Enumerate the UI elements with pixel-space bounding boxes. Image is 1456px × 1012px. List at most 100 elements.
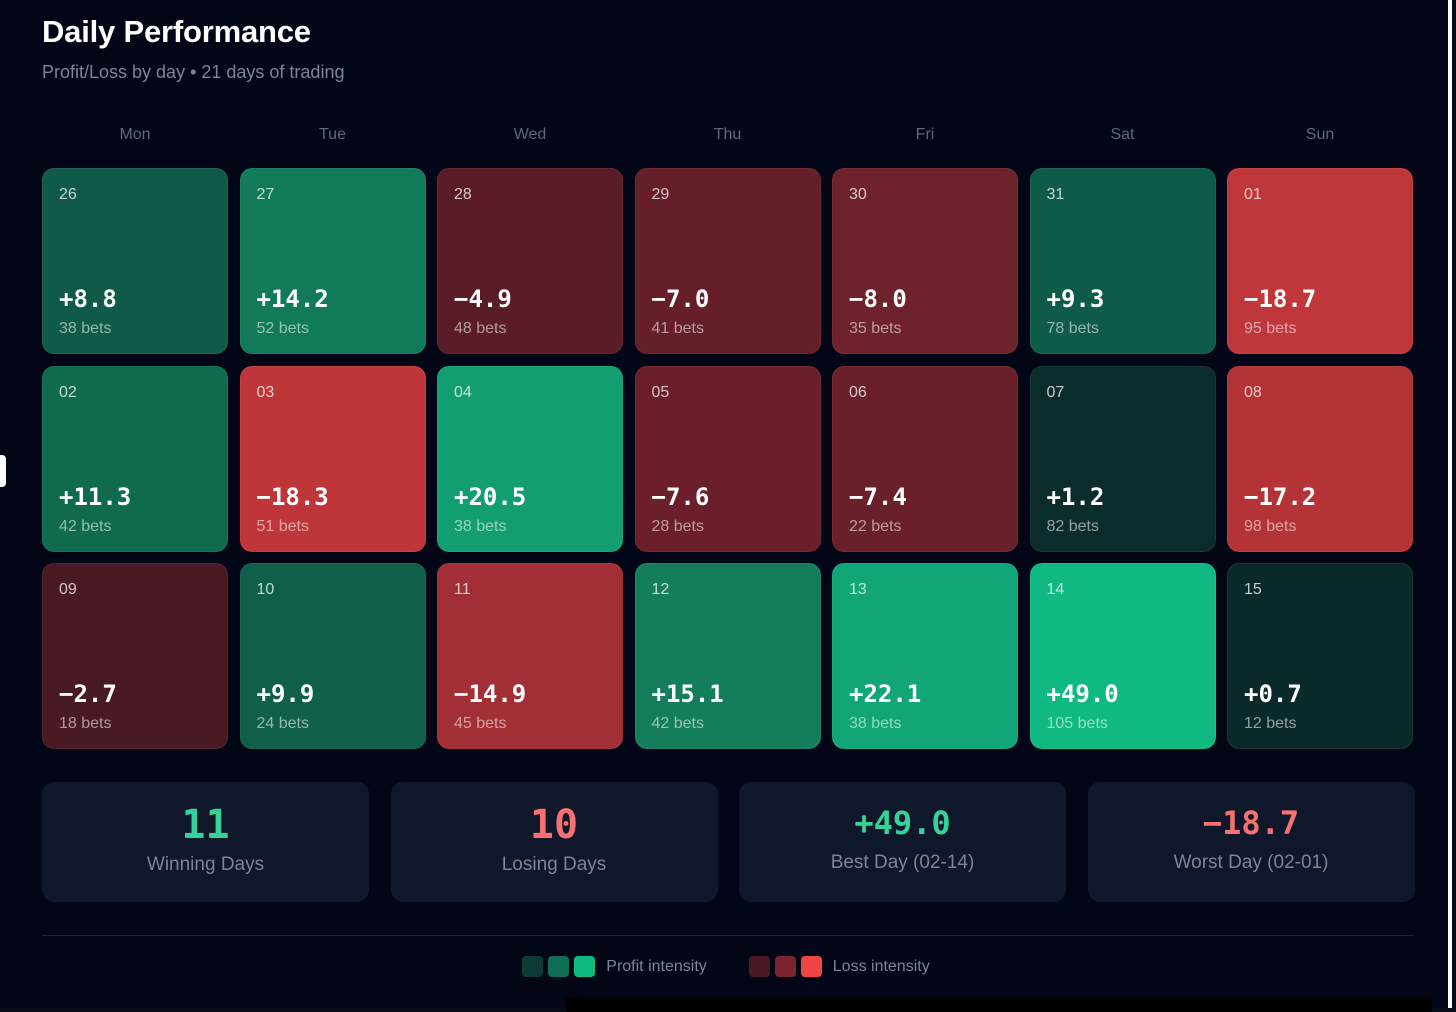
day-bet-count: 95 bets (1244, 320, 1297, 337)
weekday-label-thu: Thu (713, 126, 742, 143)
weekday-label-sat: Sat (1110, 126, 1135, 143)
day-bet-count: 12 bets (1244, 715, 1297, 732)
legend-swatch-loss-mid (774, 956, 796, 977)
day-cell[interactable]: 29 −7.0 41 bets (634, 168, 821, 354)
day-cell[interactable]: 09 −2.7 18 bets (42, 563, 228, 749)
day-cell[interactable]: 31 +9.3 78 bets (1029, 168, 1216, 354)
day-cell[interactable]: 08 −17.2 98 bets (1227, 365, 1413, 552)
page-subtitle: Profit/Loss by day • 21 days of trading (42, 62, 345, 82)
day-pnl-value: −8.0 (849, 285, 907, 313)
stat-value: 11 (181, 802, 230, 848)
day-bet-count: 45 bets (454, 715, 507, 732)
day-date: 05 (651, 383, 670, 401)
day-cell[interactable]: 11 −14.9 45 bets (437, 563, 623, 749)
day-bet-count: 105 bets (1046, 715, 1108, 732)
day-date: 07 (1046, 383, 1065, 401)
weekday-label-tue: Tue (319, 126, 346, 143)
stat-value: +49.0 (854, 804, 951, 842)
day-date: 12 (651, 581, 670, 598)
day-date: 29 (651, 186, 670, 203)
day-cell[interactable]: 12 +15.1 42 bets (634, 563, 821, 749)
window-bottom-edge (566, 998, 1432, 1012)
day-cell[interactable]: 28 −4.9 48 bets (437, 168, 623, 354)
day-bet-count: 78 bets (1046, 320, 1099, 337)
day-cell[interactable]: 26 +8.8 38 bets (42, 168, 228, 354)
weekday-label-wed: Wed (513, 126, 547, 143)
day-cell[interactable]: 01 −18.7 95 bets (1227, 168, 1413, 354)
day-date: 02 (59, 383, 77, 401)
weekday-label-sun: Sun (1305, 126, 1335, 143)
day-pnl-value: +1.2 (1046, 482, 1105, 511)
weekday-label-mon: Mon (119, 126, 151, 143)
day-pnl-value: +8.8 (59, 285, 117, 313)
day-bet-count: 22 bets (849, 517, 902, 535)
day-pnl-value: −17.2 (1244, 482, 1317, 511)
day-cell[interactable]: 27 +14.2 52 bets (239, 168, 426, 354)
best-day-card: +49.0 Best Day (02-14) (739, 782, 1066, 902)
summary-stats: 11 Winning Days 10 Losing Days +49.0 Best Day… (42, 782, 1415, 902)
day-date: 27 (256, 186, 275, 203)
day-bet-count: 48 bets (454, 320, 507, 337)
day-pnl-value: −2.7 (59, 680, 117, 708)
day-cell[interactable]: 13 +22.1 38 bets (832, 563, 1018, 749)
legend-swatch-profit-mid (548, 956, 570, 977)
day-cell[interactable]: 10 +9.9 24 bets (239, 563, 426, 749)
day-cell[interactable]: 06 −7.4 22 bets (832, 365, 1018, 552)
worst-day-card: −18.7 Worst Day (02-01) (1087, 782, 1415, 902)
page-title: Daily Performance (42, 14, 311, 49)
day-bet-count: 42 bets (59, 517, 112, 535)
legend-profit: Profit intensity (522, 956, 707, 977)
day-cell[interactable]: 14 +49.0 105 bets (1029, 563, 1216, 749)
day-date: 03 (256, 383, 275, 401)
divider (42, 935, 1413, 936)
legend-loss: Loss intensity (748, 956, 930, 977)
day-date: 30 (849, 186, 867, 203)
day-bet-count: 82 bets (1046, 517, 1099, 535)
day-pnl-value: −7.6 (651, 482, 710, 511)
day-cell[interactable]: 04 +20.5 38 bets (437, 365, 623, 552)
day-bet-count: 98 bets (1244, 517, 1297, 535)
legend-swatch-profit-low (522, 956, 544, 977)
day-bet-count: 41 bets (651, 320, 704, 337)
legend-loss-label: Loss intensity (832, 957, 930, 975)
winning-days-card: 11 Winning Days (42, 782, 369, 902)
day-cell[interactable]: 05 −7.6 28 bets (634, 365, 821, 552)
day-bet-count: 52 bets (256, 320, 309, 337)
stat-value: −18.7 (1202, 804, 1300, 842)
day-bet-count: 38 bets (59, 320, 112, 337)
day-pnl-value: +0.7 (1244, 680, 1302, 708)
day-bet-count: 18 bets (59, 715, 112, 732)
stat-label: Worst Day (02-01) (1173, 852, 1329, 873)
day-pnl-value: +11.3 (59, 482, 132, 511)
day-bet-count: 35 bets (849, 320, 902, 337)
day-pnl-value: +22.1 (849, 680, 922, 708)
day-cell[interactable]: 07 +1.2 82 bets (1029, 365, 1216, 552)
day-bet-count: 51 bets (256, 517, 309, 535)
day-pnl-value: −18.3 (256, 482, 329, 511)
day-cell[interactable]: 30 −8.0 35 bets (832, 168, 1018, 354)
day-cell[interactable]: 03 −18.3 51 bets (239, 365, 426, 552)
day-cell[interactable]: 15 +0.7 12 bets (1227, 563, 1413, 749)
day-bet-count: 38 bets (849, 715, 902, 732)
day-date: 11 (454, 581, 471, 598)
day-pnl-value: −4.9 (454, 285, 512, 313)
day-date: 01 (1244, 186, 1262, 203)
day-pnl-value: +9.9 (256, 680, 315, 708)
header: Daily Performance Profit/Loss by day • 2… (42, 14, 344, 83)
losing-days-card: 10 Losing Days (390, 782, 718, 902)
day-pnl-value: +20.5 (454, 482, 527, 511)
weekday-label-fri: Fri (915, 126, 935, 143)
day-cell[interactable]: 02 +11.3 42 bets (42, 365, 228, 552)
legend-swatch-loss-high (800, 956, 822, 977)
day-date: 09 (59, 581, 77, 598)
stat-label: Winning Days (146, 854, 265, 875)
day-date: 08 (1244, 383, 1262, 401)
day-date: 15 (1244, 581, 1262, 598)
legend-swatch-loss-low (748, 956, 770, 977)
day-bet-count: 38 bets (454, 517, 507, 535)
day-pnl-value: +15.1 (651, 680, 724, 708)
day-pnl-value: +14.2 (256, 285, 329, 313)
day-date: 04 (454, 383, 472, 401)
day-date: 26 (59, 186, 77, 203)
